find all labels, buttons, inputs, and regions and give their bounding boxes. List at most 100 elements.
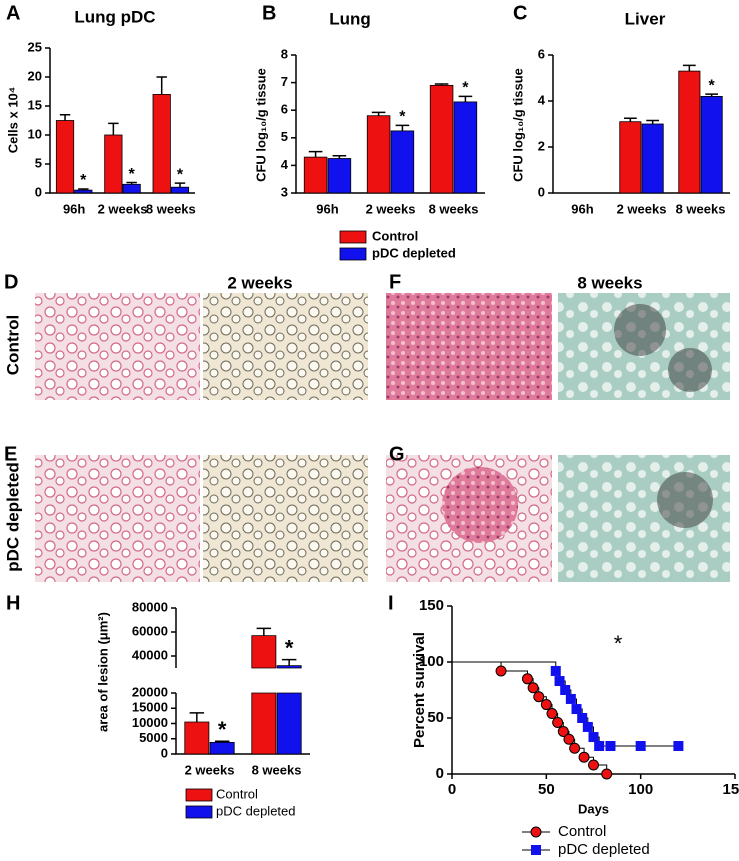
panel-letter: D <box>4 271 18 293</box>
bar <box>55 120 75 194</box>
y-axis-label: area of lesion (μm²) <box>95 612 110 732</box>
bar <box>327 158 352 194</box>
error-bar <box>308 150 323 158</box>
marker <box>495 665 507 677</box>
y-tick-label: 150 <box>419 597 444 614</box>
marker <box>557 725 569 737</box>
row-label: pDC depleted <box>3 462 22 572</box>
panel-letter: F <box>389 271 401 293</box>
y-axis-label: Percent survival <box>411 632 428 748</box>
bar <box>453 101 478 194</box>
y-tick-label: 6 <box>281 102 288 117</box>
error-bar <box>371 111 386 116</box>
panel-letter: B <box>262 2 276 24</box>
y-tick-label: 0 <box>161 745 168 760</box>
asterisk: * <box>129 166 136 183</box>
marker <box>531 845 541 855</box>
micrographs <box>35 293 730 582</box>
marker <box>635 741 646 751</box>
error-bar <box>189 712 205 722</box>
y-tick-label: 10 <box>28 126 42 141</box>
error-bar <box>281 658 297 666</box>
bar <box>170 186 190 194</box>
granuloma <box>657 472 713 528</box>
legend-swatch <box>185 805 213 819</box>
asterisk: * <box>285 635 294 660</box>
y-tick-label: 6 <box>538 46 545 61</box>
error-bar <box>156 76 167 95</box>
panel-letter: C <box>513 2 527 24</box>
y-axis-label: CFU log₁₀/g tissue <box>253 68 268 182</box>
chart-title: Lung <box>329 9 371 28</box>
marker <box>565 693 576 704</box>
micrograph <box>203 293 368 400</box>
y-tick-label: 5 <box>281 129 288 144</box>
y-tick-label: 100 <box>419 653 444 670</box>
legend-label: Control <box>372 228 418 243</box>
bar <box>122 183 141 194</box>
marker <box>521 673 533 685</box>
y-tick-label: 20000 <box>132 684 168 699</box>
axis <box>451 606 735 775</box>
error-bar <box>174 182 186 188</box>
bar <box>74 189 93 194</box>
x-tick-label: 2 weeks <box>617 201 667 216</box>
x-tick-label: 2 weeks <box>366 201 416 216</box>
legend-swatch <box>339 230 367 244</box>
x-tick-label: 8 weeks <box>676 201 726 216</box>
marker <box>594 741 605 751</box>
marker <box>588 759 599 771</box>
y-tick-label: 15 <box>28 97 42 112</box>
bar <box>251 635 277 755</box>
y-tick-label: 50 <box>427 709 444 726</box>
row-label: Control <box>3 315 22 375</box>
x-tick-label: 8 weeks <box>429 201 479 216</box>
marker <box>527 682 539 694</box>
y-tick-label: 10000 <box>132 715 168 730</box>
y-tick-label: 80000 <box>132 599 168 614</box>
legend-label: pDC depleted <box>558 841 650 858</box>
x-tick-label: 0 <box>448 781 456 798</box>
error-bar <box>59 113 71 121</box>
column-label: 8 weeks <box>577 273 642 292</box>
marker <box>550 665 561 676</box>
marker <box>554 676 565 687</box>
error-bar <box>395 124 410 131</box>
y-tick-label: 15000 <box>132 700 168 715</box>
column-label: 2 weeks <box>227 273 292 292</box>
legend-swatch <box>185 788 213 802</box>
error-bar <box>332 154 347 159</box>
error-bar <box>646 119 660 124</box>
y-tick-label: 8 <box>281 46 288 61</box>
marker <box>578 751 590 763</box>
y-tick-label: 20 <box>28 68 42 83</box>
bar <box>700 96 723 194</box>
micrograph <box>203 455 368 582</box>
bar <box>303 156 328 194</box>
error-bar <box>256 627 272 636</box>
marker <box>546 708 558 720</box>
marker <box>588 732 599 743</box>
bar <box>619 121 642 194</box>
bar <box>429 84 454 194</box>
micrograph <box>386 293 552 400</box>
bar <box>276 665 302 755</box>
panel-letter: A <box>6 2 20 24</box>
marker <box>569 742 581 754</box>
micrograph <box>35 293 200 400</box>
asterisk: * <box>177 166 184 183</box>
x-tick-label: 96h <box>63 201 85 216</box>
micrograph <box>35 455 200 582</box>
bar <box>678 70 701 194</box>
annotation: * <box>614 631 623 656</box>
marker <box>533 691 545 703</box>
y-axis-label: CFU log₁₀/g tissue <box>510 68 525 182</box>
x-tick-label: 8 weeks <box>146 201 196 216</box>
marker <box>673 741 684 751</box>
y-axis-label: Cells x 10⁴ <box>5 87 20 153</box>
granuloma <box>614 304 666 356</box>
granuloma <box>442 467 518 543</box>
y-tick-label: 5 <box>35 155 42 170</box>
panel-letter: G <box>389 443 405 465</box>
